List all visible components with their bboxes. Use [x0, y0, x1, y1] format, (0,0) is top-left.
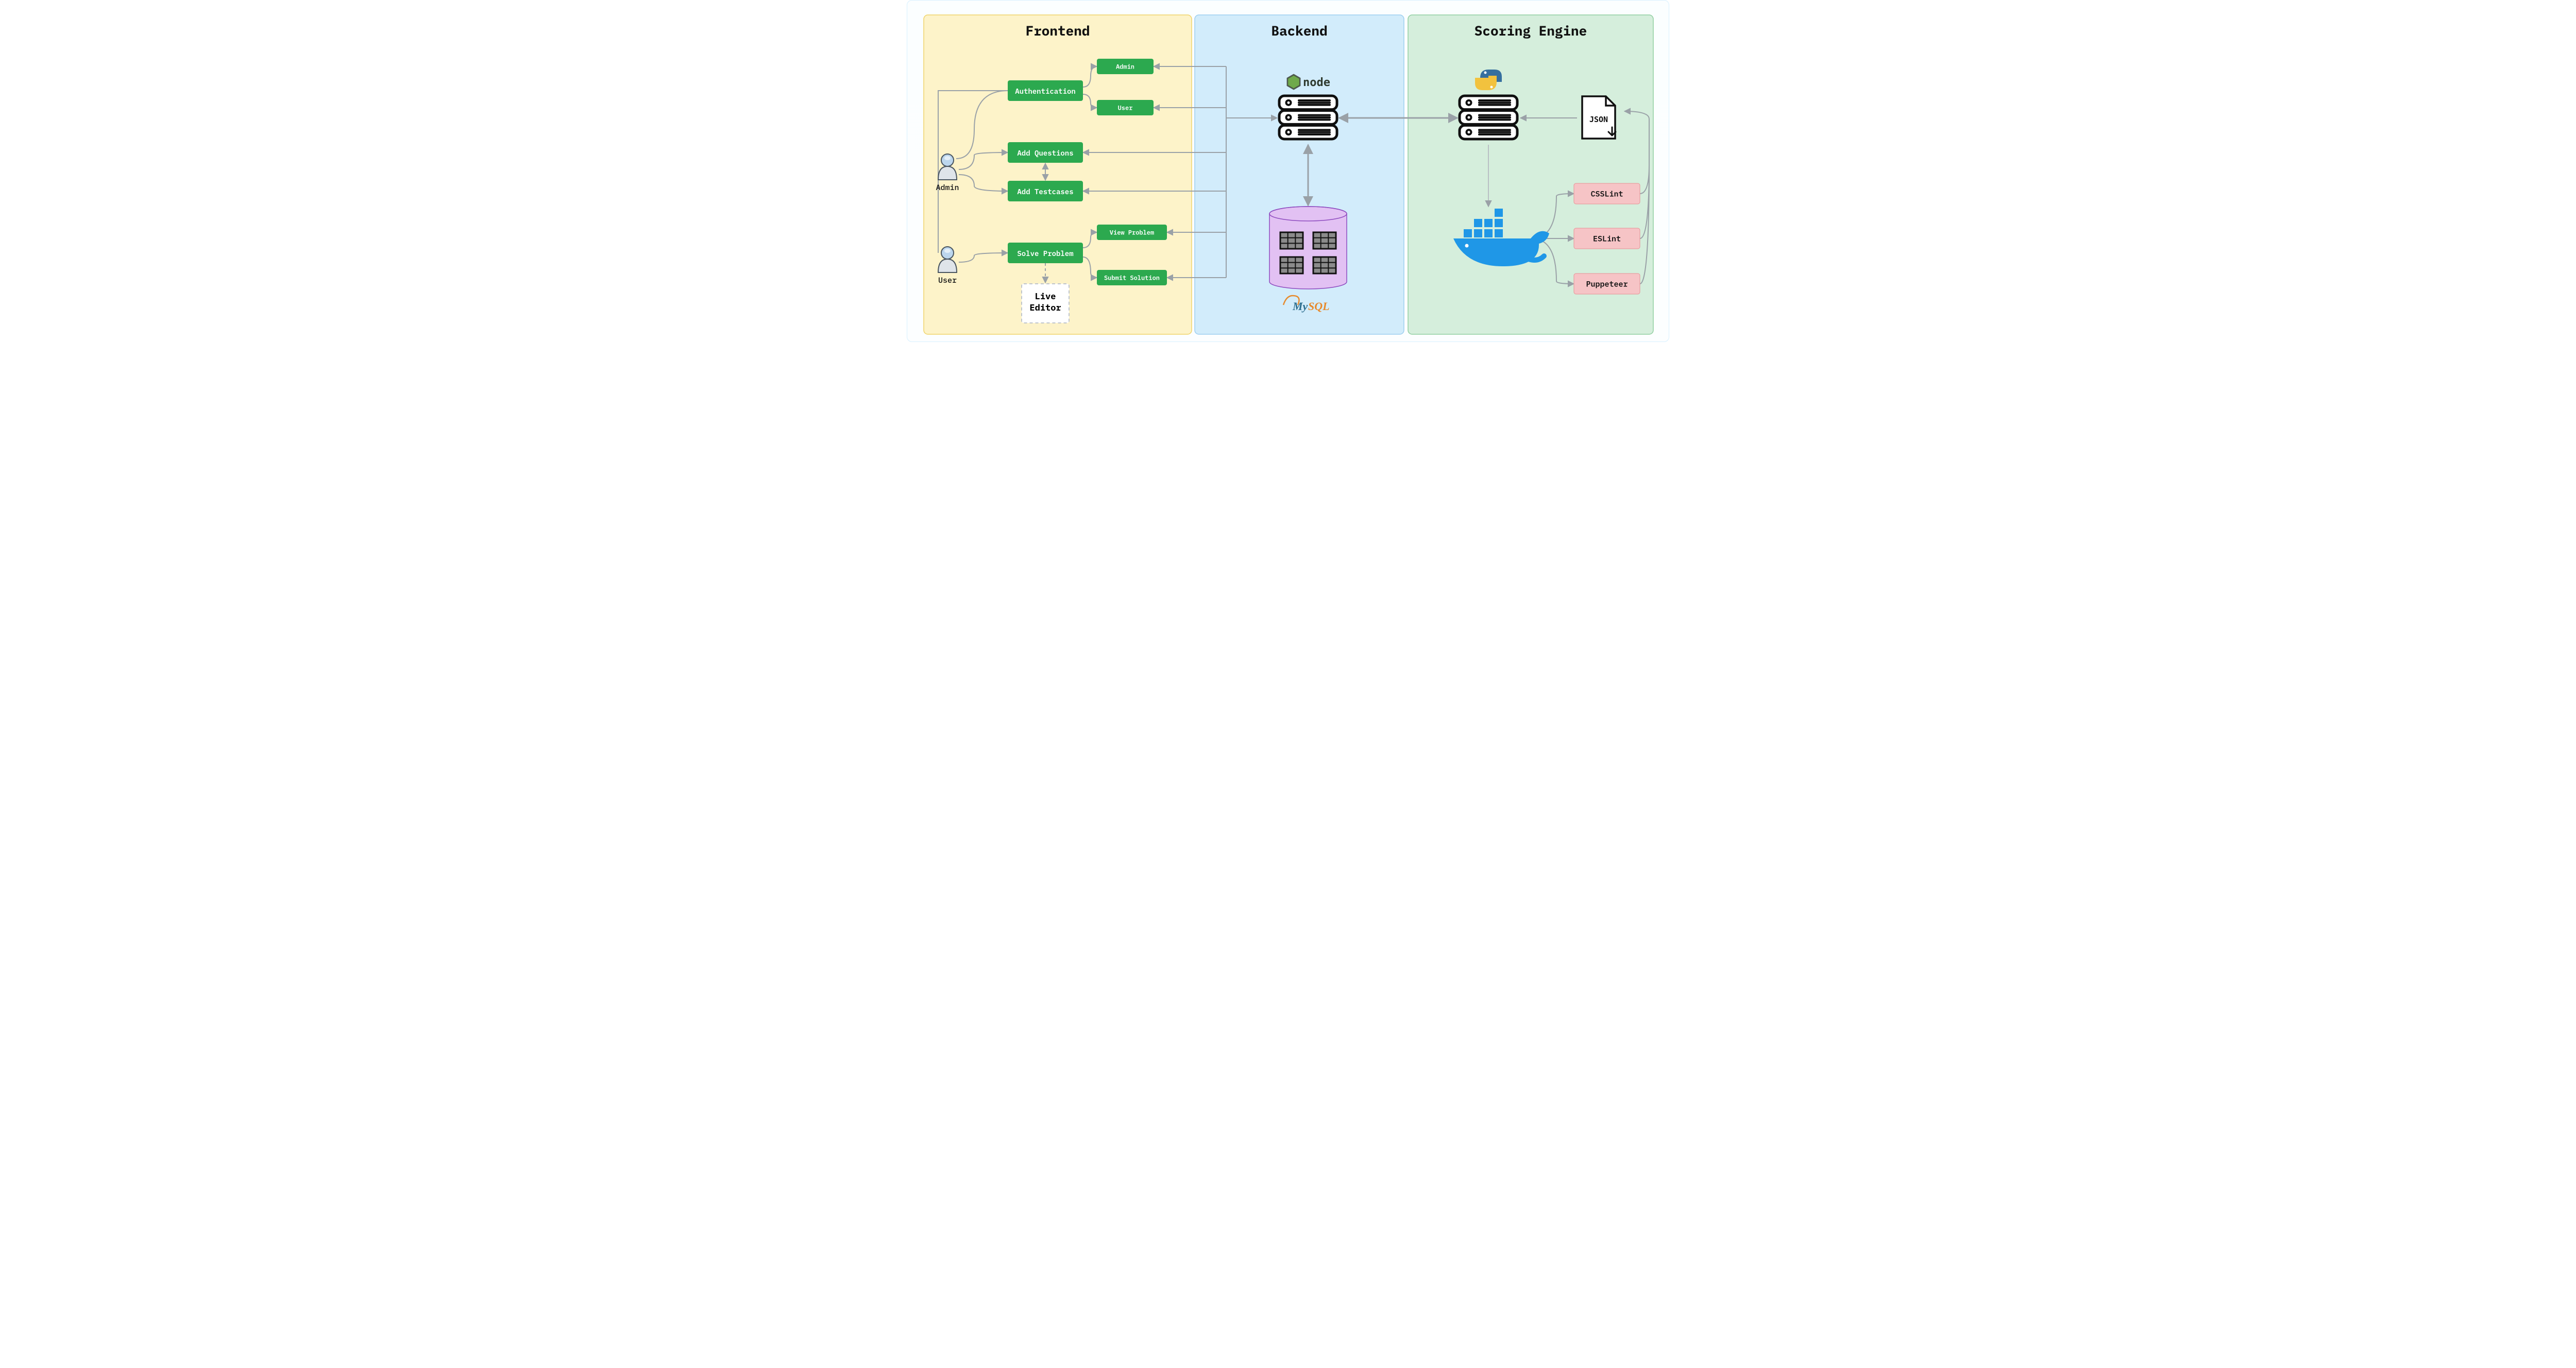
svg-text:User: User [1118, 105, 1133, 112]
svg-text:CSSLint: CSSLint [1590, 190, 1623, 199]
svg-text:Authentication: Authentication [1015, 87, 1076, 96]
node-logo-icon: node [1287, 75, 1330, 89]
svg-text:Admin: Admin [1116, 63, 1134, 71]
node-authentication: Authentication [1008, 80, 1083, 101]
node-eslint: ESLint [1574, 228, 1640, 249]
server-backend-icon [1279, 96, 1337, 139]
diagram-svg: Frontend Backend Scoring Engine [907, 1, 1670, 343]
node-admin: Admin [1097, 59, 1154, 74]
svg-text:JSON: JSON [1589, 115, 1608, 124]
node-add-testcases: Add Testcases [1008, 181, 1083, 201]
node-live-editor: Live Editor [1022, 284, 1069, 323]
svg-text:My: My [1292, 300, 1308, 313]
actor-admin-label: Admin [936, 183, 959, 193]
svg-text:ESLint: ESLint [1593, 234, 1621, 244]
panel-title-frontend: Frontend [1026, 22, 1090, 40]
svg-text:Add Testcases: Add Testcases [1017, 187, 1073, 196]
node-solve-problem: Solve Problem [1008, 243, 1083, 263]
node-add-questions: Add Questions [1008, 142, 1083, 163]
svg-text:Puppeteer: Puppeteer [1586, 280, 1628, 289]
node-csslint: CSSLint [1574, 183, 1640, 204]
svg-text:View Problem: View Problem [1110, 229, 1154, 237]
node-submit-solution: Submit Solution [1097, 270, 1167, 285]
diagram-canvas: Frontend Backend Scoring Engine [907, 0, 1669, 342]
svg-text:Submit Solution: Submit Solution [1104, 275, 1160, 282]
svg-text:Live: Live [1035, 290, 1056, 302]
svg-text:SQL: SQL [1308, 300, 1330, 313]
server-scoring-icon [1460, 96, 1517, 139]
node-user: User [1097, 100, 1154, 115]
mysql-db-icon [1269, 207, 1347, 289]
actor-user-label: User [938, 276, 957, 285]
svg-text:Editor: Editor [1029, 302, 1061, 313]
panel-title-backend: Backend [1271, 22, 1327, 40]
svg-text:Add Questions: Add Questions [1017, 148, 1073, 158]
node-puppeteer: Puppeteer [1574, 273, 1640, 294]
svg-text:node: node [1303, 76, 1330, 89]
json-file-icon: JSON [1582, 96, 1616, 139]
panel-title-scoring: Scoring Engine [1475, 22, 1587, 40]
svg-text:Solve Problem: Solve Problem [1017, 249, 1073, 258]
node-view-problem: View Problem [1097, 225, 1167, 240]
